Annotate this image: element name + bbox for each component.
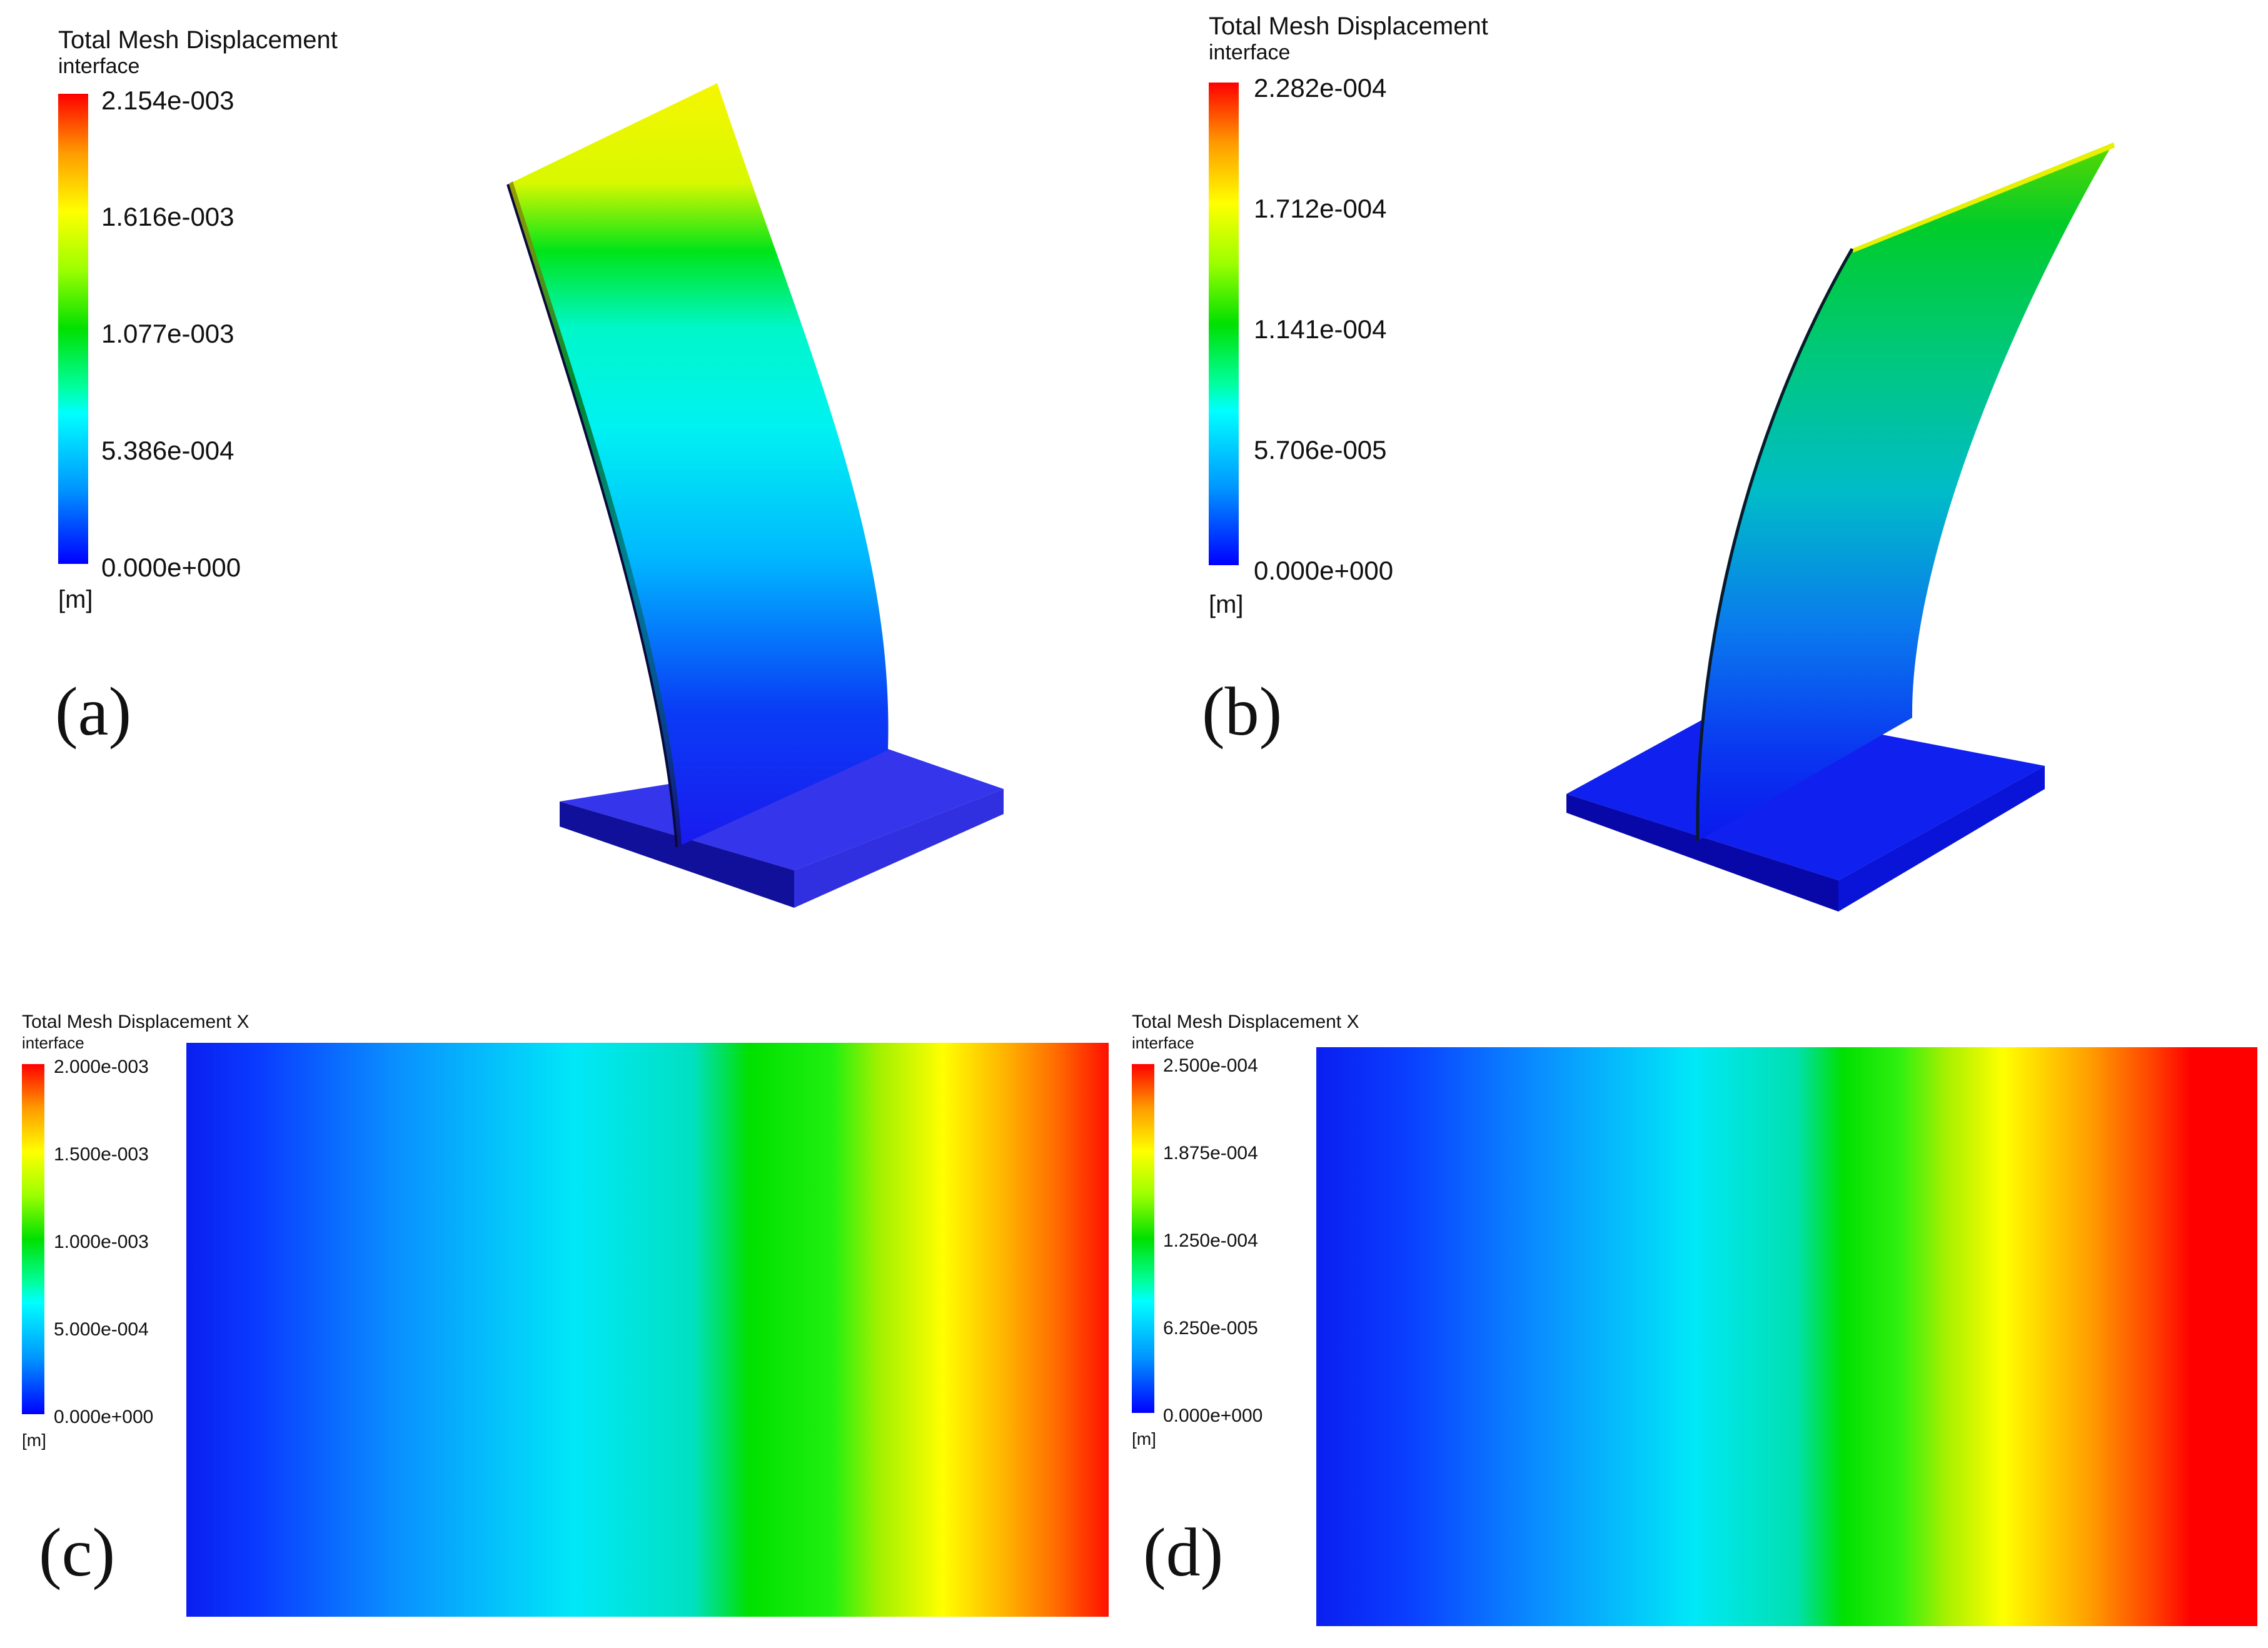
base-plate-top <box>560 749 1004 870</box>
unit-label: [m] <box>1132 1429 1156 1449</box>
tick-label: 1.875e-004 <box>1163 1143 1258 1163</box>
plate-top-edge <box>1852 143 2115 253</box>
tick-label: 1.500e-003 <box>54 1144 149 1165</box>
unit-label: [m] <box>58 586 93 613</box>
plate-face <box>508 83 889 847</box>
plate-edge-line <box>1696 248 1854 842</box>
colorbar <box>22 1064 44 1414</box>
legend-subtitle: interface <box>22 1033 84 1052</box>
legend-title: Total Mesh Displacement X <box>1132 1012 1359 1032</box>
panel-a: Total Mesh Displacement interface 2.154e… <box>0 0 1126 938</box>
tick-label: 2.500e-004 <box>1163 1055 1258 1076</box>
displacement-x-contour <box>186 1043 1109 1617</box>
colorbar <box>1132 1064 1154 1413</box>
tick-label: 0.000e+000 <box>54 1407 154 1427</box>
tick-label: 1.141e-004 <box>1254 314 1387 344</box>
plate-edge-line <box>507 184 678 848</box>
panel-label: (a) <box>55 673 132 750</box>
tick-label: 2.282e-004 <box>1254 73 1387 103</box>
tick-label: 1.000e-003 <box>54 1232 149 1252</box>
tick-label: 2.000e-003 <box>54 1057 149 1077</box>
legend-title: Total Mesh Displacement <box>58 26 338 54</box>
tick-label: 0.000e+000 <box>101 553 241 582</box>
legend-title: Total Mesh Displacement X <box>22 1012 249 1032</box>
base-plate-front <box>560 801 794 908</box>
tick-label: 5.386e-004 <box>101 436 234 465</box>
unit-label: [m] <box>22 1430 46 1450</box>
panel-c: Total Mesh Displacement X interface 2.00… <box>0 975 1126 1648</box>
legend-subtitle: interface <box>58 54 140 78</box>
tick-label: 0.000e+000 <box>1163 1405 1263 1426</box>
tick-label: 5.000e-004 <box>54 1319 149 1340</box>
tick-label: 2.154e-003 <box>101 86 234 115</box>
tick-label: 1.250e-004 <box>1163 1230 1258 1251</box>
tick-label: 1.712e-004 <box>1254 194 1387 223</box>
panel-label: (c) <box>39 1514 116 1590</box>
legend-subtitle: interface <box>1209 41 1291 64</box>
panel-d: Total Mesh Displacement X interface 2.50… <box>1132 975 2268 1648</box>
tick-label: 0.000e+000 <box>1254 556 1394 585</box>
panel-label: (b) <box>1202 673 1283 750</box>
base-plate-top <box>1566 705 2045 880</box>
base-plate-front <box>1566 794 1838 912</box>
colorbar <box>58 94 88 564</box>
base-plate-side <box>1838 766 2045 912</box>
base-plate-side <box>794 789 1004 908</box>
tick-label: 5.706e-005 <box>1254 435 1387 465</box>
tick-label: 6.250e-005 <box>1163 1318 1258 1339</box>
legend-subtitle: interface <box>1132 1033 1194 1052</box>
panel-b: Total Mesh Displacement interface 2.282e… <box>1132 0 2268 938</box>
panel-label: (d) <box>1143 1514 1224 1590</box>
colorbar <box>1209 83 1239 565</box>
deformed-plate-3d <box>507 83 1004 908</box>
tick-label: 1.616e-003 <box>101 202 234 231</box>
deformed-plate-3d <box>1566 143 2115 912</box>
legend-title: Total Mesh Displacement <box>1209 13 1488 40</box>
unit-label: [m] <box>1209 591 1244 618</box>
plate-face <box>1697 143 2114 841</box>
tick-label: 1.077e-003 <box>101 319 234 348</box>
displacement-x-contour <box>1316 1047 2257 1626</box>
